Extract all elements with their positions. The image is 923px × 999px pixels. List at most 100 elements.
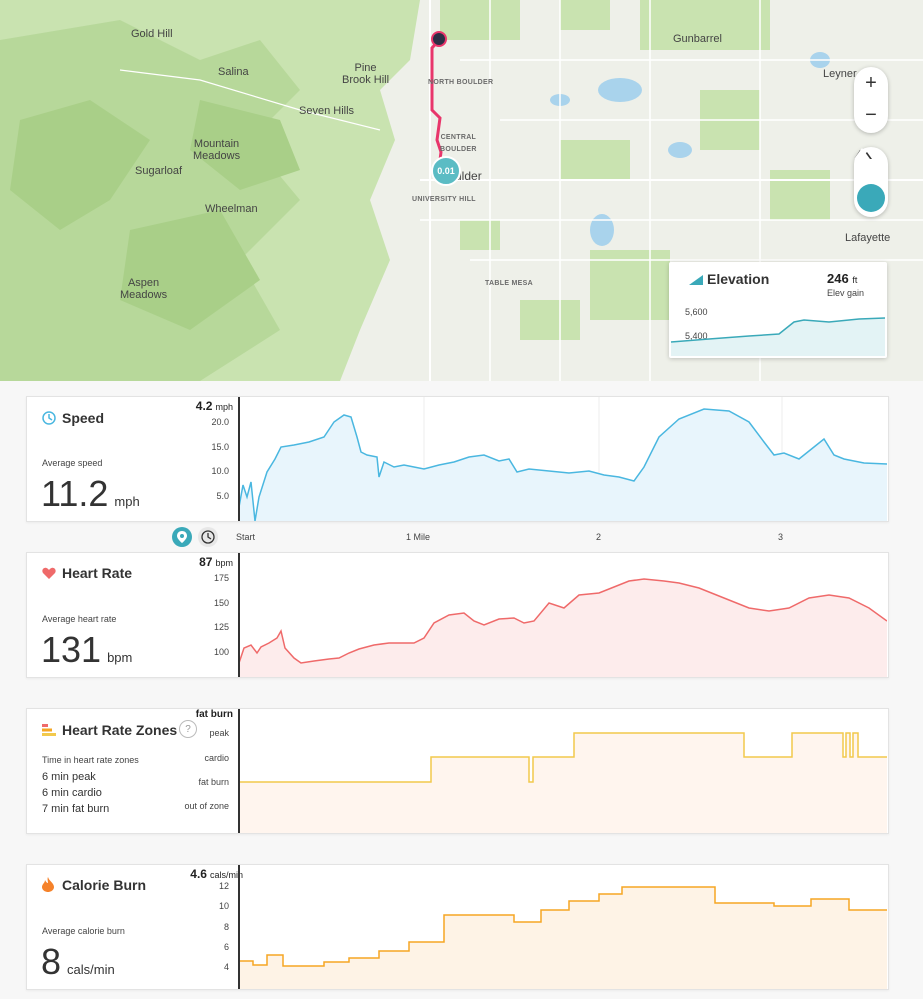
map-layer-control bbox=[854, 147, 888, 217]
speed-avg-unit: mph bbox=[114, 494, 140, 509]
zones-ytick: peak bbox=[209, 728, 229, 738]
zoom-in-button[interactable]: + bbox=[865, 71, 877, 94]
heart-rate-current: 87 bpm bbox=[167, 555, 233, 569]
calorie-current-unit: cals/min bbox=[209, 870, 243, 880]
calorie-ytick: 4 bbox=[223, 962, 229, 972]
heart-rate-title: Heart Rate bbox=[62, 565, 133, 581]
zones-ytick: cardio bbox=[204, 753, 229, 763]
heart-rate-zones-card: Heart Rate Zones ? fat burn Time in hear… bbox=[26, 708, 889, 834]
speed-title: Speed bbox=[62, 410, 105, 426]
speed-current-value: 4.2 bbox=[195, 399, 213, 413]
mountain-icon bbox=[854, 148, 870, 159]
calorie-cursor-line bbox=[238, 865, 240, 989]
place-label: ulder bbox=[455, 169, 482, 183]
zones-chart bbox=[239, 732, 887, 833]
location-pin-icon bbox=[177, 531, 187, 543]
x-axis-label: Start bbox=[236, 532, 256, 542]
calorie-chart bbox=[239, 886, 887, 989]
calorie-card: Calorie Burn Average calorie burn 8 cals/… bbox=[26, 864, 889, 990]
calorie-ytick: 10 bbox=[218, 901, 229, 911]
zones-summary: 6 min peak 6 min cardio 7 min fat burn bbox=[42, 769, 109, 817]
heart-rate-ytick: 175 bbox=[213, 573, 229, 583]
speed-avg-label: Average speed bbox=[42, 458, 103, 468]
place-label: Gold Hill bbox=[131, 28, 173, 40]
elevation-layer-button[interactable] bbox=[854, 148, 888, 215]
calorie-ytick: 8 bbox=[223, 922, 229, 932]
heart-rate-current-unit: bpm bbox=[215, 558, 233, 568]
speed-current: 4.2 mph bbox=[167, 399, 233, 413]
speed-chart bbox=[239, 397, 887, 521]
route-map[interactable]: Gold Hill Salina Pine Brook Hill Seven H… bbox=[0, 0, 923, 381]
place-label: Mountain Meadows bbox=[193, 138, 241, 162]
x-axis-label: 3 bbox=[778, 532, 784, 542]
time-axis-toggle[interactable] bbox=[198, 527, 218, 547]
place-label: Lafayette bbox=[845, 232, 891, 244]
zones-help-button[interactable]: ? bbox=[179, 720, 197, 738]
speed-ytick: 10.0 bbox=[211, 466, 229, 476]
speed-current-unit: mph bbox=[215, 402, 233, 412]
elevation-tick: 5,400 bbox=[685, 331, 708, 341]
place-label: Gunbarrel bbox=[673, 33, 722, 45]
calorie-avg-unit: cals/min bbox=[67, 962, 115, 977]
elevation-icon bbox=[689, 275, 703, 285]
place-label: Sugarloaf bbox=[135, 165, 183, 177]
x-axis-label: 1 Mile bbox=[406, 532, 431, 542]
zone-summary-line: 7 min fat burn bbox=[42, 803, 110, 815]
calorie-ytick: 12 bbox=[218, 881, 229, 891]
calorie-avg-value: 8 bbox=[41, 941, 62, 982]
calorie-avg-label: Average calorie burn bbox=[42, 926, 125, 936]
place-label: CENTRAL BOULDER bbox=[440, 134, 477, 153]
speed-ytick: 20.0 bbox=[211, 417, 229, 427]
clock-icon bbox=[42, 411, 56, 425]
place-label: Aspen Meadows bbox=[120, 277, 168, 301]
elevation-gain-unit: ft bbox=[852, 275, 858, 285]
heart-rate-card: Heart Rate Average heart rate 131 bpm 87 b… bbox=[26, 552, 889, 678]
speed-avg-value: 11.2 bbox=[41, 473, 109, 514]
speed-avg: 11.2 mph bbox=[41, 473, 140, 515]
elevation-tick: 5,600 bbox=[685, 307, 708, 317]
zones-title: Heart Rate Zones bbox=[62, 722, 178, 738]
heart-rate-chart bbox=[239, 578, 887, 677]
place-label: Leyner bbox=[823, 68, 857, 80]
elevation-layer-active bbox=[854, 148, 885, 212]
zone-summary-line: 6 min cardio bbox=[42, 787, 102, 799]
place-label: Pine Brook Hill bbox=[342, 62, 390, 86]
calorie-title: Calorie Burn bbox=[62, 877, 147, 893]
zones-ytick: out of zone bbox=[184, 801, 229, 811]
route-distance-marker[interactable]: 0.01 bbox=[431, 156, 461, 186]
elevation-panel: Elevation 246 ft Elev gain 5,600 5,400 bbox=[669, 262, 887, 358]
distance-axis-toggle[interactable] bbox=[172, 527, 192, 547]
heart-rate-avg-unit: bpm bbox=[107, 650, 133, 665]
place-label: NORTH BOULDER bbox=[428, 79, 494, 86]
zoom-out-button[interactable]: − bbox=[865, 103, 877, 126]
zone-summary-line: 6 min peak bbox=[42, 771, 96, 783]
x-axis-label: 2 bbox=[596, 532, 602, 542]
route-line bbox=[430, 39, 443, 169]
elevation-title: Elevation bbox=[707, 271, 770, 287]
flame-icon bbox=[42, 877, 54, 892]
zones-cursor-line bbox=[238, 709, 240, 833]
calorie-ytick: 6 bbox=[223, 942, 229, 952]
elevation-gain-value: 246 bbox=[827, 271, 849, 286]
place-label: Seven Hills bbox=[299, 105, 355, 117]
zoom-control: + − bbox=[854, 67, 888, 133]
calorie-avg: 8 cals/min bbox=[41, 941, 115, 983]
zones-avg-label: Time in heart rate zones bbox=[42, 755, 139, 765]
calorie-current: 4.6 cals/min bbox=[157, 867, 243, 881]
heart-rate-ytick: 150 bbox=[213, 598, 229, 608]
heart-rate-avg-value: 131 bbox=[41, 629, 102, 670]
heart-icon bbox=[42, 567, 56, 579]
place-label: Salina bbox=[218, 66, 249, 78]
elevation-gain: 246 ft bbox=[827, 271, 857, 286]
place-label: Wheelman bbox=[205, 203, 258, 215]
speed-card: Speed Average speed 11.2 mph 4.2 mph 20.0 … bbox=[26, 396, 889, 522]
zones-current-value: fat burn bbox=[195, 709, 233, 720]
place-label: UNIVERSITY HILL bbox=[412, 196, 476, 203]
elevation-gain-label: Elev gain bbox=[827, 288, 865, 298]
heart-rate-cursor-line bbox=[238, 553, 240, 677]
zones-icon bbox=[42, 724, 56, 736]
elevation-chart bbox=[670, 317, 886, 356]
place-label: TABLE MESA bbox=[485, 280, 533, 287]
heart-rate-current-value: 87 bbox=[199, 555, 213, 569]
calorie-current-value: 4.6 bbox=[190, 867, 207, 881]
